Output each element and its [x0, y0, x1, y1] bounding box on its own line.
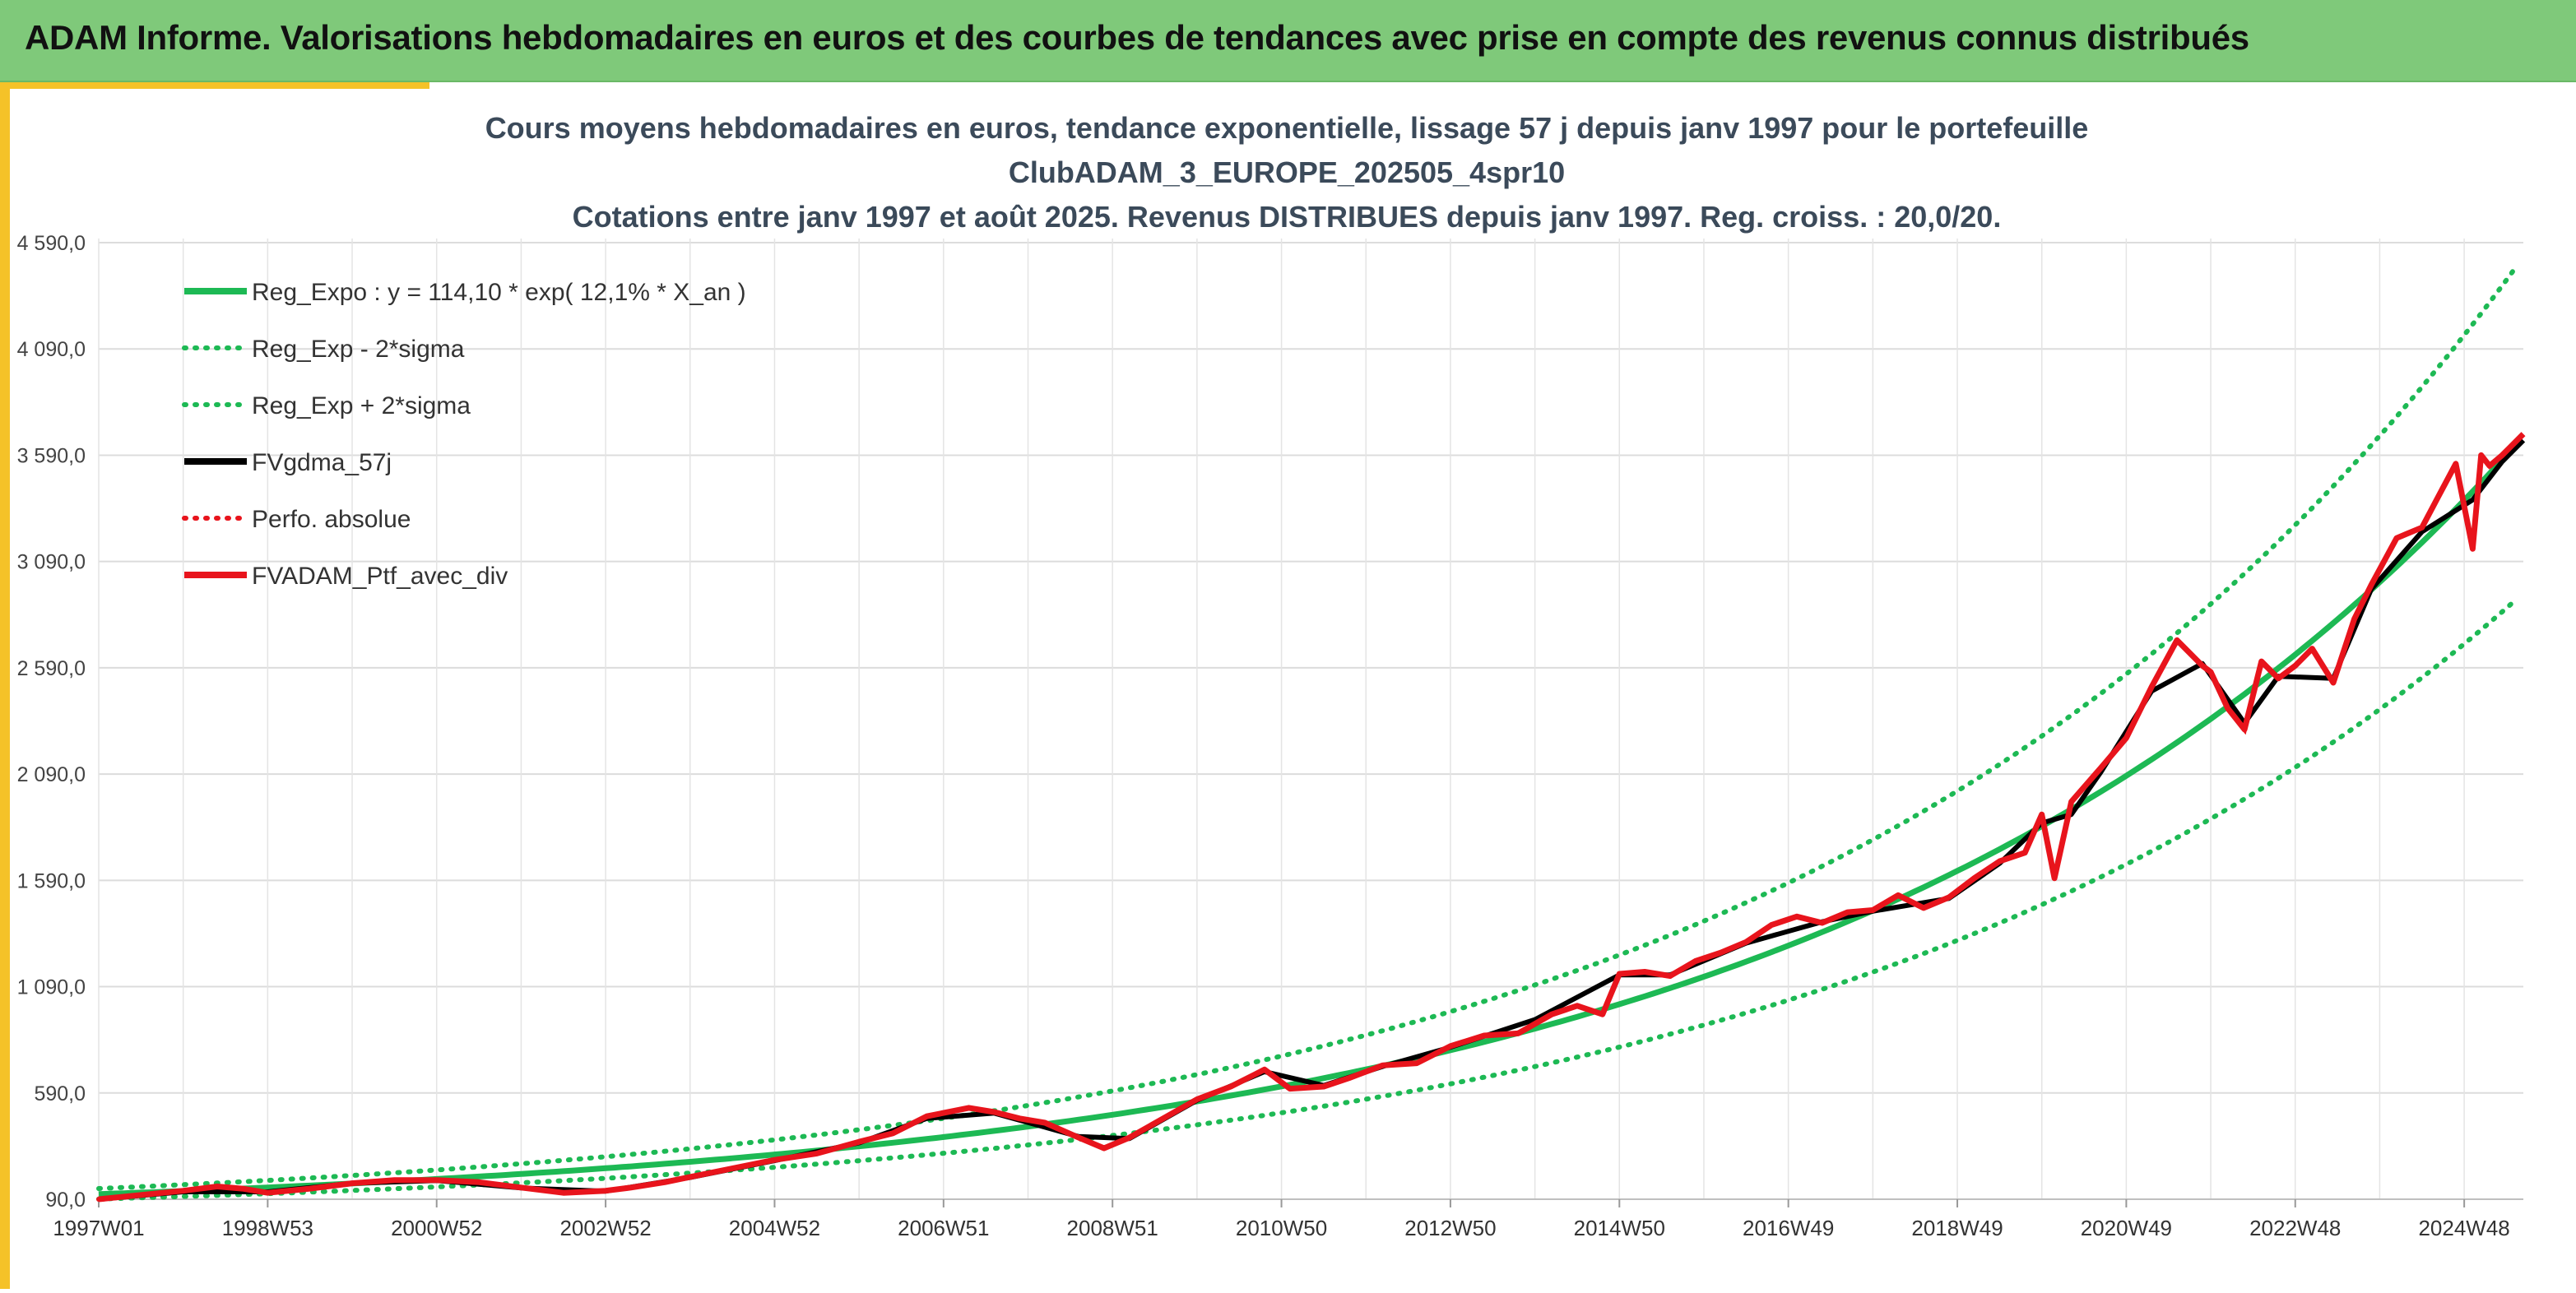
x-tick-label: 2012W50	[1404, 1216, 1496, 1240]
chart-title-line-1: Cours moyens hebdomadaires en euros, ten…	[485, 111, 2089, 145]
left-accent-bar	[0, 82, 10, 1289]
x-tick-label: 2010W50	[1236, 1216, 1327, 1240]
y-tick-label: 1 090,0	[17, 976, 86, 999]
x-tick-label: 2024W48	[2418, 1216, 2509, 1240]
legend-label: FVgdma_57j	[252, 449, 392, 476]
x-tick-label: 2002W52	[559, 1216, 651, 1240]
x-tick-label: 2000W52	[391, 1216, 482, 1240]
x-tick-label: 2004W52	[729, 1216, 820, 1240]
chart-title-line-3: Cotations entre janv 1997 et août 2025. …	[573, 200, 2002, 234]
legend-label: Reg_Expo : y = 114,10 * exp( 12,1% * X_a…	[252, 279, 746, 306]
chart-area: Cours moyens hebdomadaires en euros, ten…	[10, 89, 2576, 1289]
x-tick-label: 1998W53	[222, 1216, 313, 1240]
gridlines	[98, 239, 2523, 1200]
series-fvadam-ptf-line	[98, 432, 2526, 1203]
trend-upper-2sigma-line	[96, 266, 2518, 1191]
x-tick-label: 2008W51	[1067, 1216, 1158, 1240]
line-chart: Cours moyens hebdomadaires en euros, ten…	[17, 111, 2526, 1240]
y-tick-label: 1 590,0	[17, 869, 86, 892]
y-tick-label: 4 090,0	[17, 338, 86, 361]
y-tick-label: 90,0	[45, 1189, 86, 1212]
x-tick-label: 2022W48	[2249, 1216, 2341, 1240]
x-tick-label: 2014W50	[1574, 1216, 1665, 1240]
report-title: ADAM Informe. Valorisations hebdomadaire…	[25, 18, 2249, 57]
trend-lower-2sigma-line	[96, 598, 2518, 1202]
y-tick-label: 590,0	[34, 1082, 86, 1105]
top-accent-bar	[10, 82, 429, 89]
report-banner: ADAM Informe. Valorisations hebdomadaire…	[0, 0, 2576, 82]
chart-title-line-2: ClubADAM_3_EUROPE_202505_4spr10	[1009, 155, 1565, 189]
y-tick-label: 2 590,0	[17, 657, 86, 680]
x-tick-label: 2016W49	[1743, 1216, 1834, 1240]
legend-label: Perfo. absolue	[252, 506, 411, 533]
y-tick-label: 4 590,0	[17, 232, 86, 255]
y-tick-label: 3 090,0	[17, 551, 86, 574]
legend: Reg_Expo : y = 114,10 * exp( 12,1% * X_a…	[182, 279, 746, 590]
y-tick-label: 3 590,0	[17, 444, 86, 467]
x-tick-label: 2006W51	[898, 1216, 989, 1240]
legend-label: Reg_Exp + 2*sigma	[252, 392, 471, 419]
y-tick-label: 2 090,0	[17, 763, 86, 786]
x-tick-label: 2018W49	[1911, 1216, 2003, 1240]
legend-label: FVADAM_Ptf_avec_div	[252, 563, 508, 590]
x-tick-label: 1997W01	[53, 1216, 144, 1240]
x-tick-label: 2020W49	[2081, 1216, 2172, 1240]
legend-label: Reg_Exp - 2*sigma	[252, 336, 465, 363]
